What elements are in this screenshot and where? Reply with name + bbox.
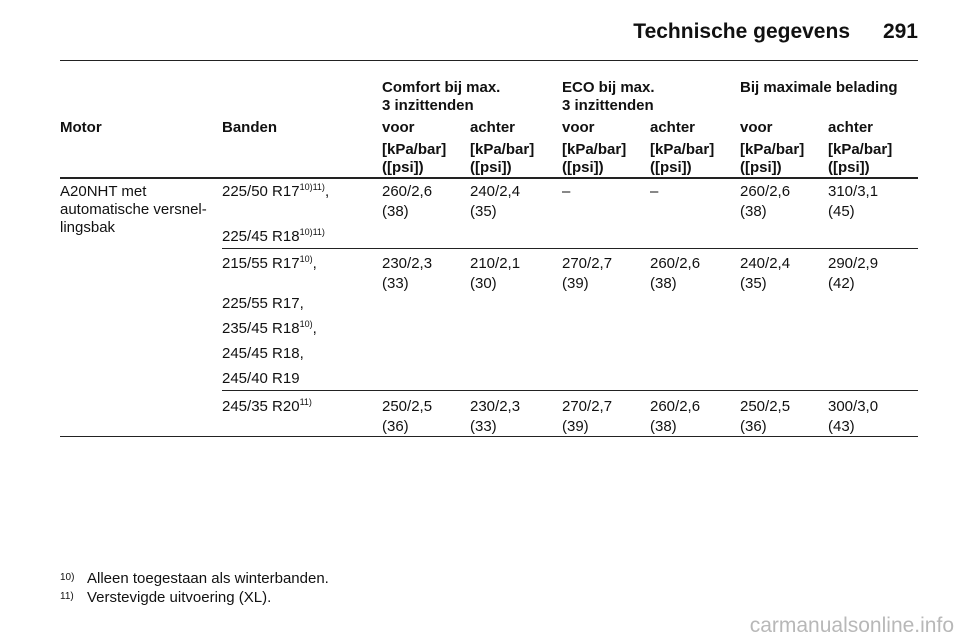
- pressure-value: 210/2,1: [470, 255, 521, 272]
- group-header: ECO bij max.: [562, 79, 655, 96]
- pressure-value: 310/3,1: [828, 183, 879, 200]
- tire-size: 215/55 R1710),: [222, 255, 317, 273]
- column-header: achter: [650, 119, 696, 136]
- pressure-value: 240/2,4: [470, 183, 521, 200]
- rule: [222, 248, 918, 249]
- pressure-value: (36): [740, 418, 767, 435]
- motor-cell: A20NHT met: [60, 183, 147, 200]
- pressure-value: –: [650, 183, 659, 200]
- tire-text: 225/45 R18: [222, 228, 300, 245]
- motor-cell: lingsbak: [60, 219, 116, 236]
- tire-suffix: ,: [324, 183, 330, 200]
- tire-size: 245/45 R18,: [222, 345, 304, 363]
- group-header: 3 inzittenden: [382, 97, 474, 114]
- unit-label: [kPa/bar]: [382, 141, 447, 158]
- page-number: 291: [882, 20, 918, 43]
- tire-text: 245/35 R20: [222, 398, 300, 415]
- pressure-value: (42): [828, 275, 855, 292]
- pressure-value: 230/2,3: [470, 398, 521, 415]
- tire-size: 225/55 R17,: [222, 295, 304, 313]
- group-header: Comfort bij max.: [382, 79, 501, 96]
- pressure-value: (45): [828, 203, 855, 220]
- pressure-value: (35): [470, 203, 497, 220]
- watermark: carmanualsonline.info: [749, 614, 954, 637]
- tire-size: 245/35 R2011): [222, 398, 312, 416]
- tire-suffix: ,: [312, 255, 317, 272]
- group-header: 3 inzittenden: [562, 97, 654, 114]
- pressure-value: 260/2,6: [650, 398, 701, 415]
- tire-size: 225/50 R1710)11),: [222, 183, 329, 201]
- pressure-value: (36): [382, 418, 409, 435]
- unit-label: [kPa/bar]: [562, 141, 627, 158]
- unit-label: ([psi]): [470, 159, 512, 176]
- tire-size: 235/45 R1810),: [222, 320, 317, 338]
- rule: [60, 436, 918, 437]
- column-header: voor: [740, 119, 773, 136]
- group-header: Bij maximale belading: [740, 79, 898, 96]
- column-header: voor: [382, 119, 415, 136]
- pressure-value: (33): [470, 418, 497, 435]
- unit-label: ([psi]): [650, 159, 692, 176]
- pressure-value: 270/2,7: [562, 398, 613, 415]
- rule: [60, 60, 918, 61]
- pressure-value: –: [562, 183, 571, 200]
- pressure-value: 250/2,5: [740, 398, 791, 415]
- column-header: achter: [470, 119, 516, 136]
- motor-cell: automatische versnel-: [60, 201, 207, 218]
- pressure-value: 250/2,5: [382, 398, 433, 415]
- column-header: achter: [828, 119, 874, 136]
- footnote-ref: 10): [299, 319, 313, 329]
- pressure-value: (43): [828, 418, 855, 435]
- pressure-value: 260/2,6: [740, 183, 791, 200]
- pressure-value: 230/2,3: [382, 255, 433, 272]
- unit-label: [kPa/bar]: [740, 141, 805, 158]
- page-title: Technische gegevens: [633, 20, 850, 43]
- rule: [222, 390, 918, 391]
- tire-text: 235/45 R18: [222, 320, 300, 337]
- footnote-mark: 11): [60, 591, 74, 602]
- tire-suffix: ,: [312, 320, 317, 337]
- pressure-value: 290/2,9: [828, 255, 879, 272]
- tire-text: 245/40 R19: [222, 370, 300, 387]
- column-header: voor: [562, 119, 595, 136]
- footnote-ref: 10)11): [299, 227, 325, 237]
- pressure-value: 260/2,6: [650, 255, 701, 272]
- pressure-value: (39): [562, 418, 589, 435]
- unit-label: ([psi]): [382, 159, 424, 176]
- pressure-value: 270/2,7: [562, 255, 613, 272]
- tire-text: 225/55 R17,: [222, 295, 304, 312]
- tire-text: 215/55 R17: [222, 255, 300, 272]
- column-header: Motor: [60, 119, 102, 136]
- pressure-value: 300/3,0: [828, 398, 879, 415]
- footnote-mark: 10): [60, 572, 75, 583]
- pressure-value: (38): [382, 203, 409, 220]
- pressure-value: (30): [470, 275, 497, 292]
- unit-label: ([psi]): [562, 159, 604, 176]
- tire-size: 245/40 R19: [222, 370, 300, 388]
- unit-label: ([psi]): [828, 159, 870, 176]
- tire-text: 225/50 R17: [222, 183, 300, 200]
- tire-size: 225/45 R1810)11): [222, 228, 325, 246]
- footnote-text: Verstevigde uitvoering (XL).: [87, 589, 272, 606]
- pressure-value: (38): [650, 275, 677, 292]
- footnote-ref: 10)11): [299, 182, 325, 192]
- footnote-text: Alleen toegestaan als winterbanden.: [87, 570, 329, 587]
- rule: [60, 177, 918, 179]
- unit-label: [kPa/bar]: [650, 141, 715, 158]
- unit-label: [kPa/bar]: [828, 141, 893, 158]
- pressure-value: (39): [562, 275, 589, 292]
- pressure-value: (33): [382, 275, 409, 292]
- unit-label: ([psi]): [740, 159, 782, 176]
- footnote-ref: 11): [299, 397, 312, 407]
- footnote-ref: 10): [299, 254, 313, 264]
- pressure-value: (38): [740, 203, 767, 220]
- column-header: Banden: [222, 119, 278, 136]
- pressure-value: (35): [740, 275, 767, 292]
- pressure-value: 260/2,6: [382, 183, 433, 200]
- pressure-value: (38): [650, 418, 677, 435]
- pressure-value: 240/2,4: [740, 255, 791, 272]
- tire-text: 245/45 R18,: [222, 345, 304, 362]
- unit-label: [kPa/bar]: [470, 141, 535, 158]
